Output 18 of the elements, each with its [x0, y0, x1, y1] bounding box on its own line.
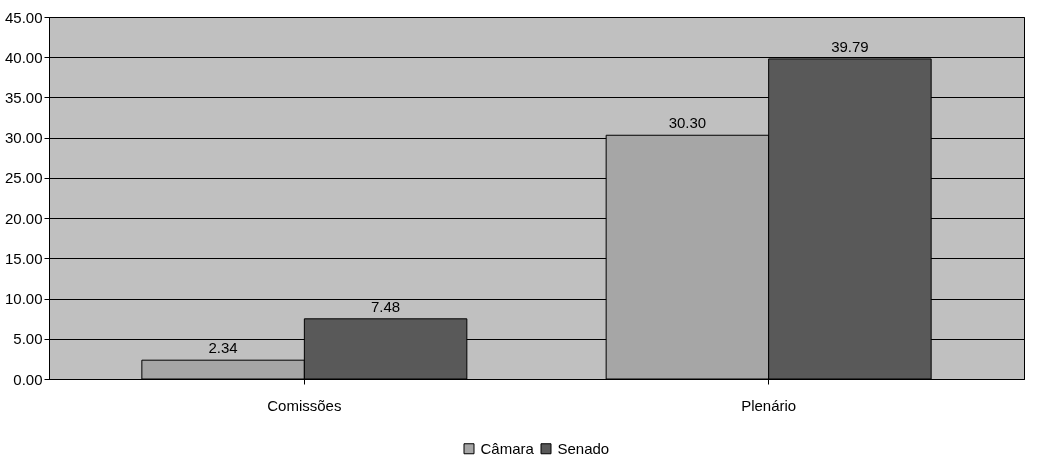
legend-label: Câmara — [480, 439, 535, 457]
y-tick-label: 0.00 — [13, 370, 43, 388]
data-label: 39.79 — [831, 37, 869, 55]
y-tick-label: 35.00 — [4, 88, 43, 106]
data-label: 2.34 — [208, 339, 238, 357]
y-tick-label: 45.00 — [4, 8, 43, 26]
y-tick-label: 15.00 — [4, 249, 43, 267]
x-tick-label: Plenário — [741, 396, 797, 414]
x-tick-label: Comissões — [267, 396, 342, 414]
legend-label: Senado — [557, 439, 610, 457]
y-tick-label: 30.00 — [4, 129, 43, 147]
y-tick-label: 10.00 — [4, 290, 43, 308]
data-label: 7.48 — [371, 297, 401, 315]
y-tick-label: 5.00 — [13, 330, 43, 348]
y-tick-label: 25.00 — [4, 169, 43, 187]
y-tick-label: 40.00 — [4, 48, 43, 66]
data-label: 30.30 — [668, 114, 707, 132]
y-tick-label: 20.00 — [4, 209, 43, 227]
